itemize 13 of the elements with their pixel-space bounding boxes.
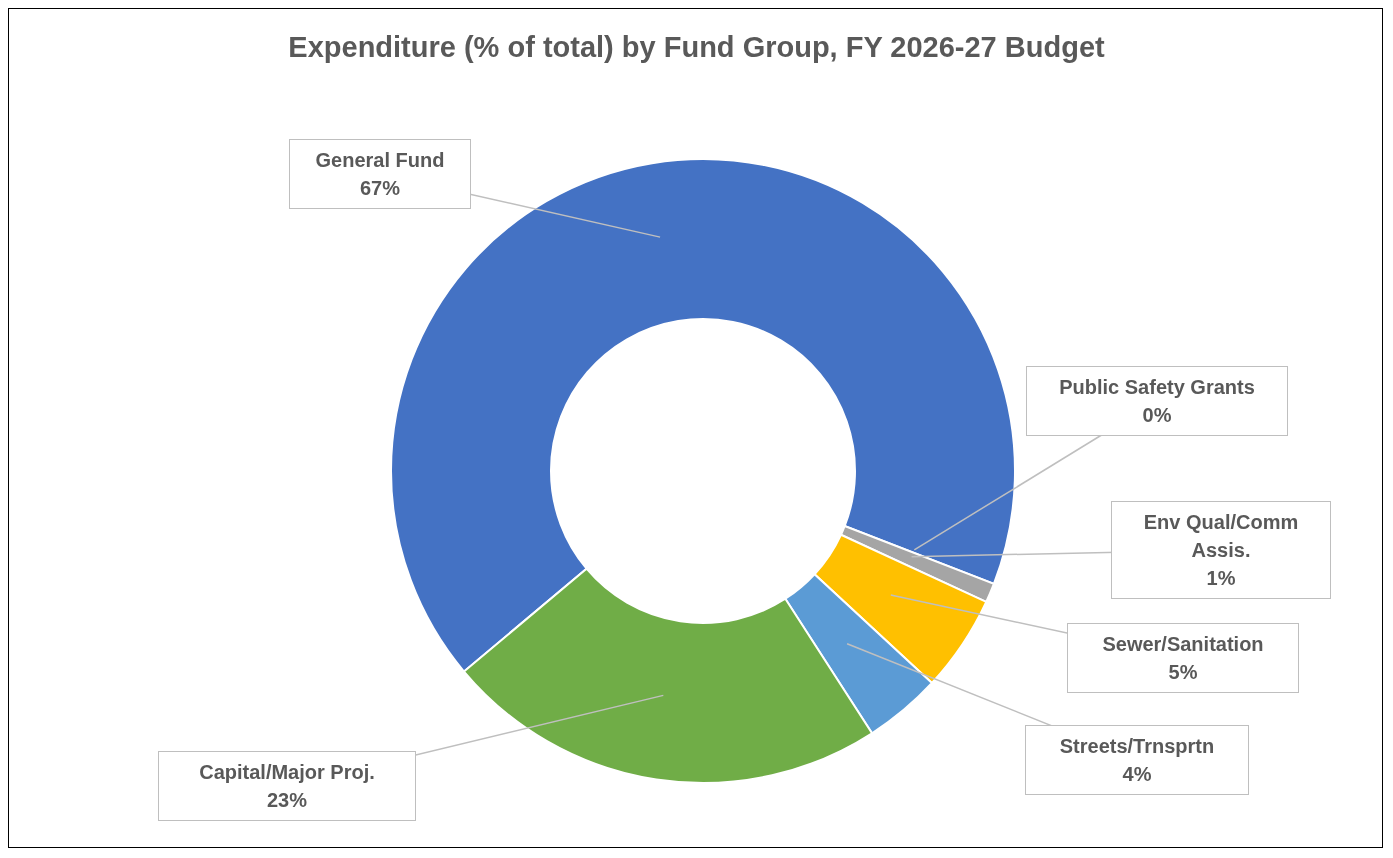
chart-title: Expenditure (% of total) by Fund Group, FY 2026-27 Budget [287, 31, 1106, 64]
data-label: 4% [1121, 762, 1153, 787]
slice-label: Capital/Major Proj. [198, 760, 376, 785]
slice-label: Sewer/Sanitation [1101, 632, 1265, 657]
slice-label: General Fund [314, 148, 446, 173]
text: 0% [1142, 404, 1172, 426]
category-label: Public Safety Grants [1059, 376, 1255, 398]
slice-label: Env Qual/Comm Assis. [1142, 510, 1300, 563]
data-label: 23% [266, 788, 308, 813]
data-label: 67% [359, 176, 401, 201]
data-label: 1% [1205, 566, 1237, 591]
data-label: 5% [1167, 660, 1199, 685]
slice-label: Streets/Trnsprtn [1058, 734, 1216, 759]
